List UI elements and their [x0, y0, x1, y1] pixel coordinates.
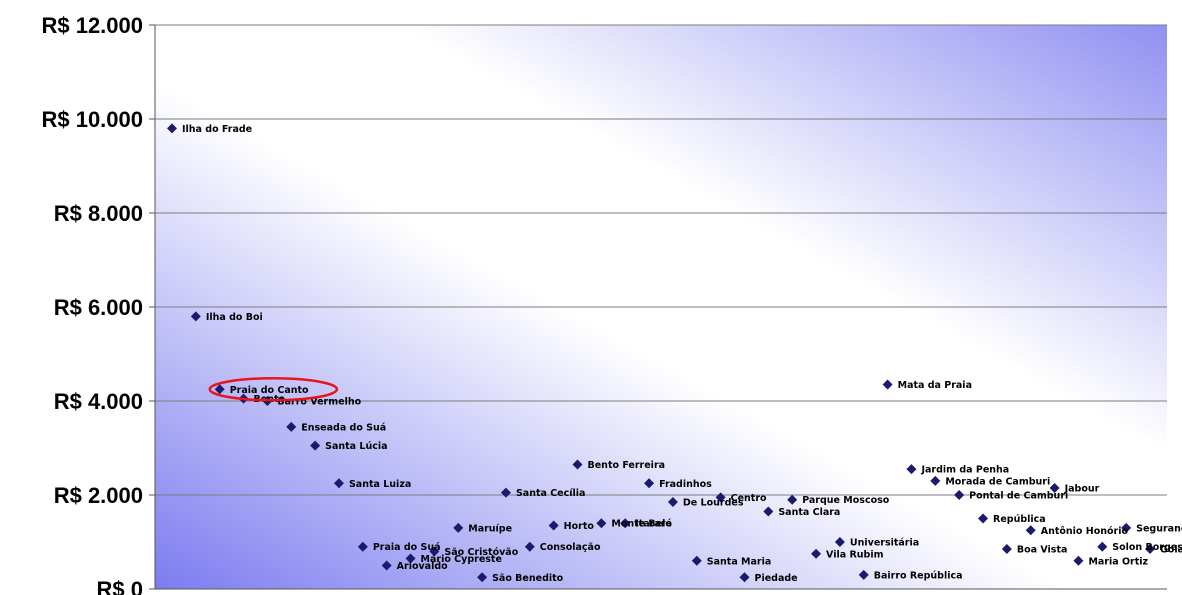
- data-label-41: Goiabeiras: [1160, 545, 1182, 556]
- highlight-layer: [208, 377, 339, 402]
- data-point-21: [667, 497, 678, 508]
- data-label-20: Fradinhos: [659, 479, 712, 490]
- data-point-39: [1097, 541, 1108, 552]
- data-point-41: [1145, 544, 1155, 555]
- data-label-2: Praia do Canto: [230, 385, 309, 396]
- data-label-9: Ariovaldo: [397, 561, 448, 572]
- data-point-35: [1001, 544, 1012, 555]
- data-label-12: Maruípe: [468, 523, 512, 534]
- data-label-25: Santa Clara: [778, 507, 840, 518]
- data-label-27: Vila Rubim: [826, 549, 884, 560]
- y-axis: [149, 24, 1167, 590]
- data-label-1: Ilha do Boi: [206, 312, 263, 323]
- data-label-15: Consolação: [540, 542, 601, 553]
- data-label-38: Maria Ortiz: [1088, 556, 1148, 567]
- data-label-7: Santa Luiza: [349, 479, 411, 490]
- data-point-10: [405, 553, 416, 564]
- data-label-32: Morada de Camburi: [945, 476, 1050, 487]
- y-tick-label-5: R$ 10.000: [41, 107, 143, 132]
- y-tick-labels: R$ 0 R$ 2.000 R$ 4.000 R$ 6.000 R$ 8.000 R$ 1…: [41, 13, 143, 595]
- data-label-23: Centro: [731, 493, 767, 504]
- data-label-16: Horto: [564, 521, 595, 532]
- data-label-28: Universitária: [850, 538, 919, 549]
- data-label-6: Santa Lúcia: [325, 441, 387, 452]
- data-point-33: [954, 490, 965, 500]
- data-label-14: Santa Cecília: [516, 488, 586, 499]
- data-point-19: [620, 518, 631, 529]
- data-label-30: Mata da Praia: [898, 380, 972, 391]
- data-label-8: Praia do Suá: [373, 542, 441, 553]
- data-label-34: República: [993, 514, 1046, 525]
- data-label-24: Piedade: [754, 573, 797, 584]
- data-point-20: [644, 478, 655, 489]
- data-point-25: [763, 506, 774, 517]
- data-label-35: Boa Vista: [1017, 545, 1068, 556]
- data-label-22: Santa Maria: [707, 556, 772, 567]
- data-label-11: São Cristóvão: [444, 547, 518, 558]
- data-point-8: [357, 541, 368, 552]
- data-label-10: Mário Cypreste: [421, 554, 502, 565]
- data-labels: Ilha do Frade Ilha do Boi Praia do Canto Be…: [182, 124, 1182, 584]
- data-point-22: [691, 555, 702, 566]
- data-point-28: [834, 537, 845, 547]
- data-label-21: De Lourdes: [683, 498, 744, 509]
- data-label-40: Segurança: [1136, 523, 1182, 534]
- data-point-2: [214, 384, 225, 395]
- data-point-15: [524, 541, 535, 552]
- data-label-37: Jabour: [1064, 483, 1100, 494]
- data-label-17: Bento Ferreira: [588, 460, 666, 471]
- data-point-36: [1025, 525, 1036, 536]
- data-point-26: [787, 494, 798, 505]
- data-point-0: [167, 123, 177, 134]
- data-label-0: Ilha do Frade: [182, 124, 252, 135]
- data-label-26: Parque Moscoso: [802, 495, 890, 506]
- data-point-11: [429, 546, 440, 557]
- data-label-19: Itararé: [635, 519, 672, 530]
- data-point-14: [500, 487, 511, 498]
- data-point-12: [453, 522, 464, 533]
- y-tick-label-0: R$ 0: [97, 577, 143, 595]
- data-label-13: São Benedito: [492, 573, 564, 584]
- data-points: [167, 123, 1155, 583]
- y-tick-label-2: R$ 4.000: [54, 389, 143, 414]
- data-point-6: [310, 440, 321, 451]
- data-point-32: [930, 475, 941, 486]
- data-point-7: [333, 478, 344, 489]
- data-point-18: [596, 518, 607, 529]
- y-tick-label-1: R$ 2.000: [54, 483, 143, 508]
- data-label-5: Enseada do Suá: [301, 422, 386, 433]
- data-point-40: [1121, 522, 1132, 533]
- data-label-18: Monte Belo: [611, 519, 672, 530]
- data-point-24: [739, 572, 750, 583]
- data-label-33: Pontal de Camburi: [969, 491, 1068, 502]
- data-point-5: [286, 421, 297, 432]
- gridlines: [155, 24, 1167, 496]
- data-point-31: [906, 464, 917, 475]
- data-point-1: [190, 311, 201, 322]
- data-point-29: [858, 569, 869, 580]
- y-tick-label-3: R$ 6.000: [54, 295, 143, 320]
- data-point-17: [572, 459, 583, 470]
- y-tick-label-4: R$ 8.000: [54, 201, 143, 226]
- data-label-29: Bairro República: [874, 570, 963, 581]
- highlight-ellipse: [208, 377, 339, 402]
- data-point-9: [381, 560, 392, 571]
- data-point-30: [882, 379, 893, 390]
- data-point-34: [978, 513, 989, 524]
- data-label-31: Jardim da Penha: [920, 465, 1009, 476]
- data-point-27: [811, 548, 822, 559]
- data-label-39: Solon Borges: [1112, 542, 1182, 553]
- y-tick-label-6: R$ 12.000: [41, 13, 143, 38]
- data-point-23: [715, 492, 726, 503]
- data-label-4: Barro Vermelho: [277, 397, 361, 408]
- data-point-16: [548, 520, 559, 531]
- data-point-37: [1049, 482, 1060, 493]
- data-label-36: Antônio Honório: [1041, 526, 1129, 537]
- data-point-13: [477, 572, 488, 583]
- data-point-38: [1073, 555, 1084, 566]
